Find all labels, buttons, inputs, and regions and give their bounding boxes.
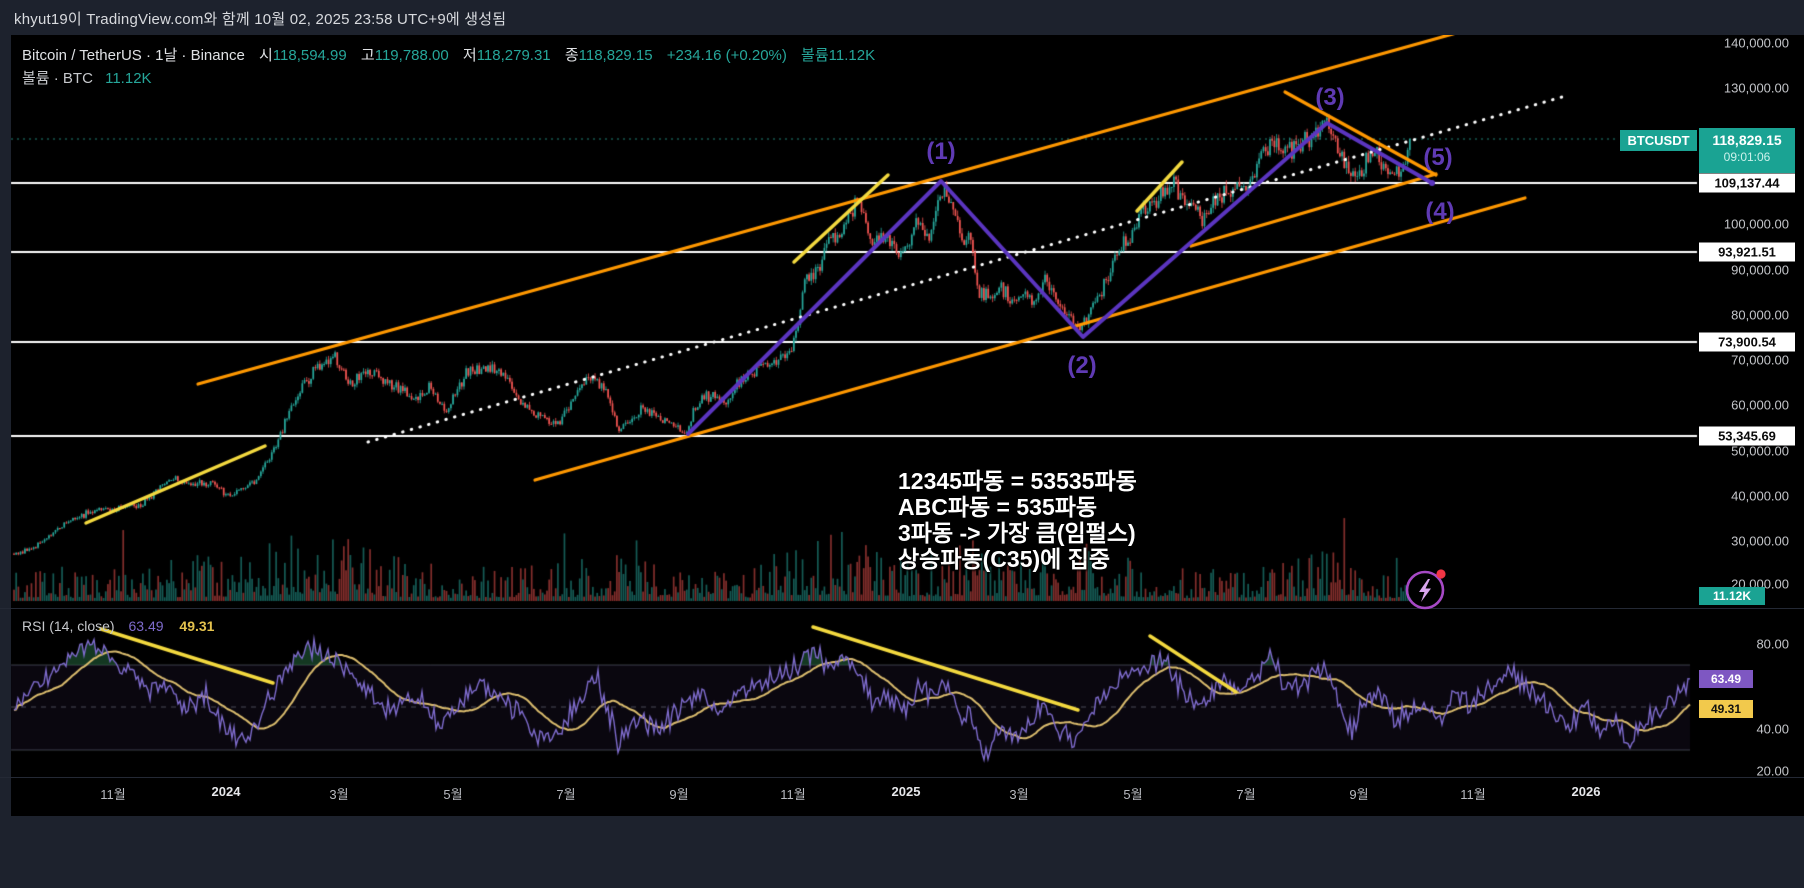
time-label: 7월 (556, 787, 576, 802)
time-label: 5월 (443, 787, 463, 802)
time-label: 2026 (1571, 784, 1601, 799)
flash-boost-icon[interactable] (1404, 567, 1450, 613)
close-value: 118,829.15 (578, 47, 653, 64)
time-axis-separator (0, 777, 1804, 778)
elliott-wave-label: (2) (1067, 352, 1097, 379)
volume-axis-badge: 11.12K (1699, 587, 1765, 605)
price-tick: 40,000.00 (1731, 488, 1789, 504)
symbol-chip-text: BTCUSDT (1627, 133, 1690, 148)
elliott-wave-label: (3) (1315, 84, 1345, 111)
time-label: 9월 (669, 787, 689, 802)
price-level-badge: 73,900.54 (1699, 332, 1795, 352)
volume-row-label: 볼륨 · BTC (22, 70, 93, 87)
rsi-signal-badge: 49.31 (1699, 700, 1753, 718)
time-label: 11월 (1460, 787, 1486, 802)
snapshot-header: khyut19이 TradingView.com와 함께 10월 02, 202… (0, 0, 1804, 35)
rsi-tick: 80.00 (1756, 636, 1789, 652)
rsi-title: RSI (14, close) (22, 618, 115, 634)
price-tick: 60,000.00 (1731, 397, 1789, 413)
rsi-main-value: 63.49 (128, 618, 164, 634)
symbol-legend[interactable]: Bitcoin / TetherUS · 1날 · Binance 시118,5… (22, 44, 875, 65)
note-line: 3파동 -> 가장 큼(임펄스) (898, 520, 1136, 546)
rsi-tick: 40.00 (1756, 721, 1789, 737)
close-label: 종 (564, 47, 579, 64)
elliott-wave-label: (5) (1423, 144, 1453, 171)
high-value: 119,788.00 (374, 47, 449, 64)
left-margin (0, 35, 11, 816)
pane-separator[interactable] (0, 608, 1804, 609)
open-label: 시 (258, 47, 273, 64)
time-label: 2024 (211, 784, 241, 799)
symbol-chip: BTCUSDT (1620, 130, 1697, 151)
high-label: 고 (360, 47, 375, 64)
note-line: ABC파동 = 535파동 (898, 494, 1098, 520)
time-label: 5월 (1123, 787, 1143, 802)
current-price-value: 118,829.15 (1712, 132, 1782, 148)
price-tick: 100,000.00 (1723, 216, 1789, 232)
change-value: +234.16 (+0.20%) (666, 47, 787, 64)
time-label: 11월 (100, 787, 126, 802)
volume-row-value: 11.12K (105, 70, 152, 87)
rsi-legend[interactable]: RSI (14, close) 63.49 49.31 (22, 618, 214, 634)
bar-countdown: 09:01:06 (1723, 150, 1771, 164)
price-tick: 90,000.00 (1731, 262, 1789, 278)
price-tick: 50,000.00 (1731, 443, 1789, 459)
rsi-tick: 20.00 (1756, 763, 1789, 779)
low-value: 118,279.31 (476, 47, 551, 64)
price-tick: 30,000.00 (1731, 533, 1789, 549)
time-label: 3월 (329, 787, 349, 802)
wave-note-annotation: 12345파동 = 53535파동 ABC파동 = 535파동 3파동 -> 가장 … (898, 468, 1137, 572)
time-label: 2025 (891, 784, 921, 799)
current-price-chip: 118,829.15 09:01:06 (1699, 128, 1795, 173)
time-label: 3월 (1009, 787, 1029, 802)
price-tick: 130,000.00 (1723, 80, 1789, 96)
attribution-text: khyut19이 TradingView.com와 함께 10월 02, 202… (14, 11, 507, 28)
time-label: 11월 (780, 787, 806, 802)
volume-legend[interactable]: 볼륨 · BTC 11.12K (22, 67, 152, 88)
time-label: 7월 (1236, 787, 1256, 802)
symbol-title: Bitcoin / TetherUS · 1날 · Binance (22, 47, 245, 64)
time-label: 9월 (1349, 787, 1369, 802)
note-line: 상승파동(C35)에 집중 (898, 546, 1111, 572)
volume-inline: 볼륨11.12K (801, 47, 876, 64)
rsi-signal-value: 49.31 (179, 618, 215, 634)
rsi-main-badge: 63.49 (1699, 670, 1753, 688)
elliott-wave-label: (4) (1425, 198, 1455, 225)
price-level-badge: 109,137.44 (1699, 173, 1795, 193)
note-line: 12345파동 = 53535파동 (898, 468, 1137, 494)
elliott-wave-label: (1) (926, 138, 956, 165)
open-value: 118,594.99 (272, 47, 347, 64)
price-tick: 140,000.00 (1723, 35, 1789, 51)
price-level-badge: 93,921.51 (1699, 242, 1795, 262)
price-tick: 70,000.00 (1731, 352, 1789, 368)
price-tick: 80,000.00 (1731, 307, 1789, 323)
snapshot-footer: TradingView (0, 816, 1804, 888)
low-label: 저 (462, 47, 477, 64)
price-level-badge: 53,345.69 (1699, 426, 1795, 446)
